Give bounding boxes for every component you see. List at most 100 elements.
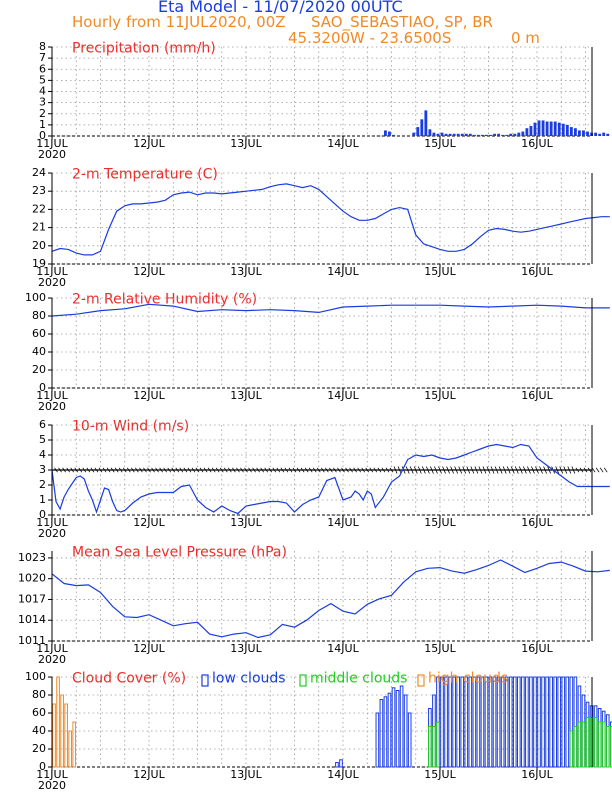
wind-direction-tick xyxy=(171,467,176,473)
wind-direction-tick xyxy=(518,466,523,474)
wind-direction-tick xyxy=(599,467,604,473)
wind-direction-tick xyxy=(426,466,430,474)
rh-ytick-label: 100 xyxy=(25,291,46,304)
wind-direction-tick xyxy=(385,467,390,473)
forecast-subtitle: Hourly from 11JUL2020, 00Z xyxy=(72,13,286,31)
cloud-title: Cloud Cover (%) xyxy=(72,671,186,687)
wind-direction-tick xyxy=(90,467,95,473)
wind-direction-tick xyxy=(276,467,281,473)
wind-direction-tick xyxy=(54,467,58,473)
temp-ytick-label: 21 xyxy=(32,221,46,234)
cloud-bar-low-clouds xyxy=(537,676,541,768)
cloud-bar-low-clouds xyxy=(512,676,517,768)
wind-direction-tick xyxy=(280,467,285,473)
cloud-bar-low-clouds xyxy=(557,676,562,768)
wind-ytick-label: 2 xyxy=(39,478,46,491)
cloud-bar-low-clouds xyxy=(339,759,343,768)
mslp-xtick-label: 14JUL xyxy=(327,642,359,655)
precip-ytick-label: 7 xyxy=(39,51,46,64)
cloud-bar-low-clouds xyxy=(456,676,461,768)
wind-direction-tick xyxy=(510,466,515,474)
rh-xtick-label: 13JUL xyxy=(230,389,262,402)
precip-bar xyxy=(578,130,581,136)
cloud-bar-middle-clouds xyxy=(573,726,578,768)
precip-ytick-label: 4 xyxy=(39,85,46,98)
wind-direction-tick xyxy=(337,467,341,473)
wind-direction-tick xyxy=(292,467,297,473)
precip-bar xyxy=(436,133,440,136)
cloud-bar-low-clouds xyxy=(395,690,400,768)
wind-direction-tick xyxy=(122,467,127,473)
cloud-bar-middle-clouds xyxy=(605,726,610,768)
cloud-bar-high-clouds xyxy=(72,721,77,768)
temp-ytick-label: 19 xyxy=(32,257,46,270)
wind-direction-tick xyxy=(506,466,511,474)
mslp-xtick-label: 16JUL xyxy=(521,642,553,655)
precip-bar xyxy=(493,133,496,136)
cloud-bar-high-clouds xyxy=(52,703,56,768)
cloud-xtick-label: 15JUL xyxy=(424,768,456,781)
wind-direction-tick xyxy=(458,466,463,474)
precip-bar xyxy=(420,119,424,136)
wind-direction-tick xyxy=(86,467,91,473)
wind-direction-tick xyxy=(409,466,414,474)
wind-xtick-label: 13JUL xyxy=(230,516,262,529)
wind-direction-tick xyxy=(450,466,454,474)
precip-ytick-label: 8 xyxy=(39,40,46,53)
mslp-ytick-label: 1023 xyxy=(18,551,46,564)
wind-direction-tick xyxy=(98,467,103,473)
temp-ytick-label: 24 xyxy=(32,166,46,179)
wind-direction-tick xyxy=(110,467,115,473)
cloud-bar-low-clouds xyxy=(516,676,521,768)
wind-direction-tick xyxy=(288,467,293,473)
precip-bar xyxy=(602,132,606,136)
rh-year-label: 2020 xyxy=(38,400,66,413)
wind-direction-tick xyxy=(195,467,200,473)
wind-direction-tick xyxy=(591,467,596,473)
legend-label-high-clouds: high clouds xyxy=(428,671,508,687)
wind-direction-tick xyxy=(187,467,192,473)
temp-xtick-label: 16JUL xyxy=(521,265,553,278)
cloud-bar-low-clouds xyxy=(464,676,469,768)
cloud-bar-high-clouds xyxy=(64,703,68,768)
cloud-bar-low-clouds xyxy=(448,676,452,768)
precip-bar xyxy=(392,134,395,136)
mslp-ytick-label: 1011 xyxy=(18,634,46,647)
precip-bar xyxy=(476,134,480,136)
wind-direction-tick xyxy=(219,467,224,473)
wind-panel: 10-m Wind (m/s) 0 1 2 3 4 5 6 11JUL 12JUL 13JUL 14J… xyxy=(36,418,610,540)
cloud-bar-high-clouds xyxy=(68,730,73,768)
wind-direction-tick xyxy=(454,466,459,474)
temp-ytick-label: 23 xyxy=(32,184,46,197)
wind-direction-tick xyxy=(535,466,539,474)
cloud-bar-low-clouds xyxy=(553,676,558,768)
precip-bar xyxy=(452,133,456,136)
wind-direction-tick xyxy=(211,467,216,473)
cloud-xtick-label: 16JUL xyxy=(521,768,553,781)
precip-bar xyxy=(586,131,589,136)
wind-direction-tick xyxy=(498,466,503,474)
rh-ytick-label: 80 xyxy=(32,309,46,322)
wind-direction-tick xyxy=(543,466,547,474)
wind-direction-tick xyxy=(62,467,66,473)
cloud-xtick-label: 13JUL xyxy=(230,768,262,781)
wind-direction-tick xyxy=(369,467,374,473)
wind-direction-tick xyxy=(272,467,277,473)
precip-bar xyxy=(513,133,517,136)
wind-direction-tick xyxy=(260,467,264,473)
rh-ytick-label: 60 xyxy=(32,327,46,340)
wind-title: 10-m Wind (m/s) xyxy=(72,419,189,435)
wind-year-label: 2020 xyxy=(38,527,66,540)
wind-ytick-label: 6 xyxy=(39,418,46,431)
wind-direction-tick xyxy=(603,467,608,473)
precip-bar xyxy=(481,134,484,136)
wind-direction-tick xyxy=(575,467,580,473)
cloud-bar-low-clouds xyxy=(476,676,481,768)
wind-direction-tick xyxy=(353,467,357,473)
cloud-ytick-label: 20 xyxy=(32,742,46,755)
cloud-ytick-label: 60 xyxy=(32,706,46,719)
precip-bar xyxy=(509,133,513,136)
rh-title: 2-m Relative Humidity (%) xyxy=(72,292,257,308)
